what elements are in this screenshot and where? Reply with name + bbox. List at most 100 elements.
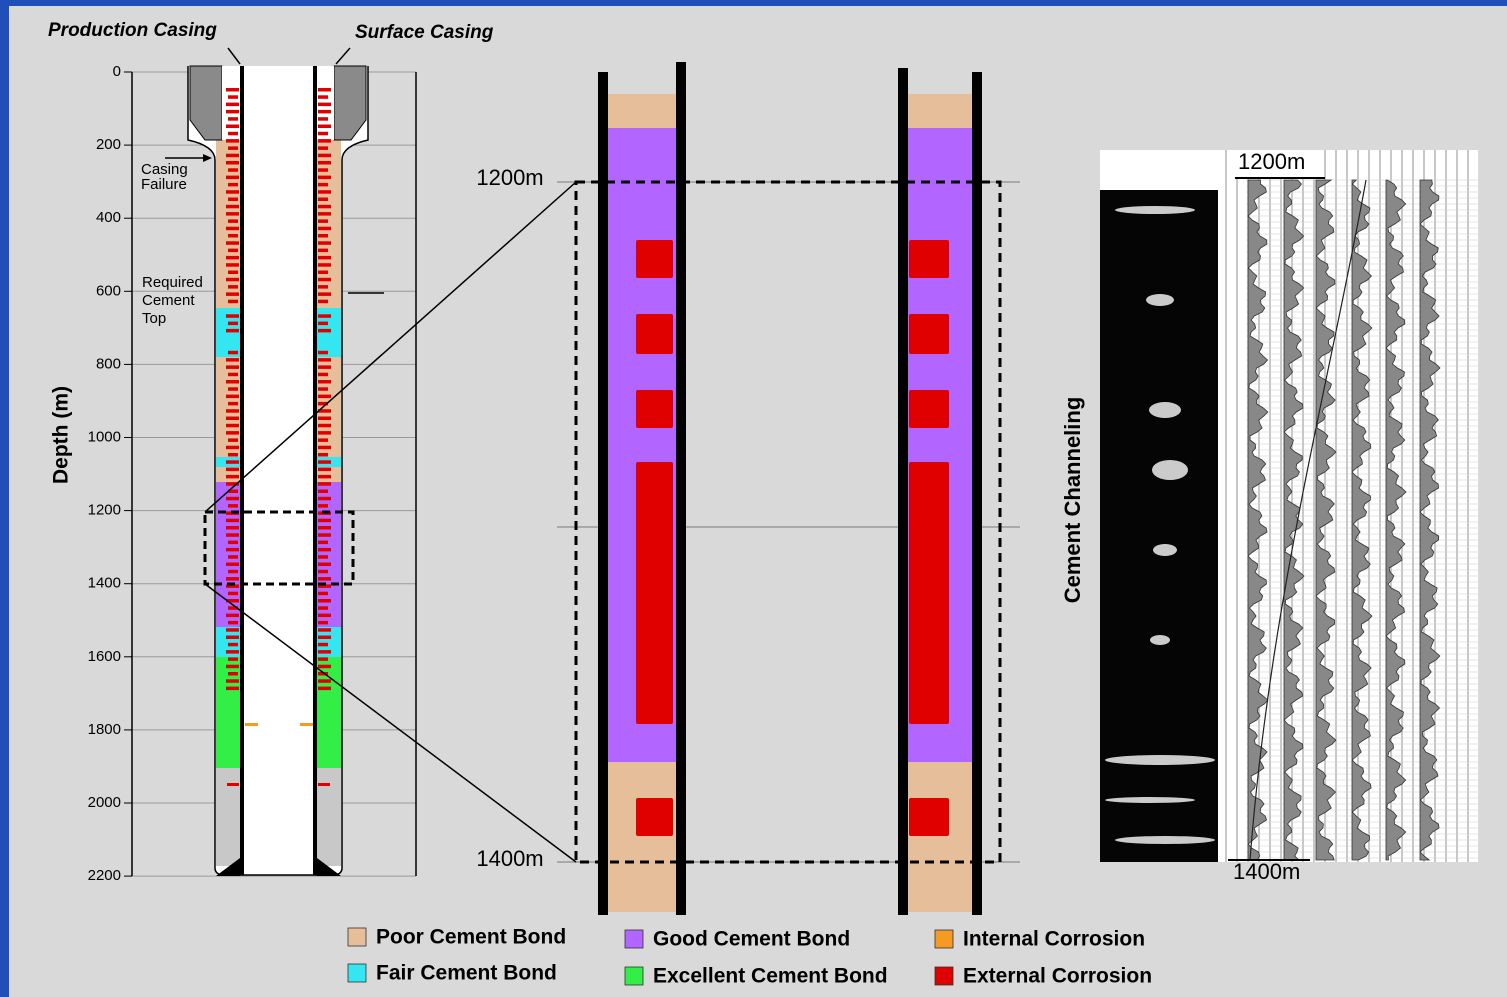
zoom-bottom-label: 1400m — [476, 846, 543, 871]
external-corrosion — [318, 227, 331, 231]
external-corrosion — [226, 468, 239, 472]
depth-tick-label: 600 — [96, 282, 121, 299]
external-corrosion — [228, 657, 238, 661]
external-corrosion — [226, 205, 239, 209]
depth-axis-label: Depth (m) — [50, 386, 73, 484]
legend-swatch — [348, 928, 366, 946]
cement-top-label: Top — [142, 310, 166, 327]
external-corrosion — [318, 117, 328, 121]
legend-label: Excellent Cement Bond — [653, 965, 888, 988]
cement-zone — [317, 140, 341, 308]
external-corrosion — [226, 614, 239, 618]
external-corrosion — [318, 555, 328, 559]
external-corrosion — [318, 438, 328, 442]
log-feature — [1105, 797, 1195, 803]
external-corrosion — [226, 446, 239, 450]
casing-failure-label: Failure — [141, 176, 187, 193]
external-corrosion — [318, 482, 331, 486]
external-corrosion — [318, 636, 331, 640]
external-corrosion — [226, 548, 239, 552]
external-corrosion — [318, 490, 328, 494]
external-corrosion — [228, 351, 238, 355]
cement-zone — [216, 357, 240, 457]
external-corrosion — [228, 373, 238, 377]
external-corrosion — [226, 292, 239, 296]
external-corrosion — [318, 614, 331, 618]
external-corrosion — [909, 390, 949, 428]
external-corrosion — [636, 314, 673, 354]
external-corrosion — [318, 300, 328, 304]
external-corrosion — [226, 241, 239, 245]
external-corrosion — [318, 504, 328, 508]
external-corrosion — [318, 563, 331, 567]
external-corrosion — [228, 322, 238, 326]
external-corrosion — [318, 168, 328, 172]
external-corrosion — [226, 161, 239, 165]
external-corrosion — [226, 460, 239, 464]
external-corrosion — [318, 351, 328, 355]
external-corrosion — [318, 533, 331, 537]
external-corrosion — [318, 468, 331, 472]
external-corrosion — [318, 183, 328, 187]
cement-zone — [216, 768, 240, 866]
external-corrosion — [228, 234, 238, 238]
log-top-label: 1200m — [1238, 149, 1305, 174]
depth-tick-label: 2200 — [88, 867, 121, 884]
external-corrosion — [318, 650, 331, 654]
external-corrosion — [226, 497, 239, 501]
external-corrosion — [318, 453, 328, 457]
legend-swatch — [625, 967, 643, 985]
log-feature — [1105, 755, 1215, 765]
cement-zone — [908, 762, 972, 912]
external-corrosion — [909, 462, 949, 724]
external-corrosion — [318, 570, 328, 574]
external-corrosion — [318, 314, 331, 318]
external-corrosion — [636, 798, 673, 836]
external-corrosion — [318, 519, 331, 523]
log-feature — [1115, 206, 1195, 214]
external-corrosion — [318, 88, 331, 92]
external-corrosion — [226, 577, 239, 581]
external-corrosion — [318, 146, 328, 150]
external-corrosion — [228, 168, 238, 172]
legend-label: Poor Cement Bond — [376, 926, 566, 949]
external-corrosion — [226, 526, 239, 530]
external-corrosion — [318, 95, 328, 99]
external-corrosion — [228, 621, 238, 625]
depth-tick-label: 1400 — [88, 575, 121, 592]
external-corrosion — [226, 380, 239, 384]
external-corrosion — [226, 256, 239, 260]
legend-label: External Corrosion — [963, 965, 1152, 988]
external-corrosion — [226, 110, 239, 114]
internal-corrosion — [300, 723, 313, 726]
external-corrosion — [318, 278, 331, 282]
external-corrosion — [226, 365, 239, 369]
depth-tick-label: 1800 — [88, 721, 121, 738]
external-corrosion — [226, 665, 239, 669]
external-corrosion — [228, 249, 238, 253]
external-corrosion — [909, 314, 949, 354]
external-corrosion — [318, 606, 328, 610]
external-corrosion — [318, 190, 331, 194]
legend-swatch — [935, 930, 953, 948]
external-corrosion — [318, 628, 331, 632]
cement-top-label: Required — [142, 274, 203, 291]
depth-tick-label: 800 — [96, 355, 121, 372]
casing-wall — [598, 72, 608, 915]
external-corrosion — [228, 387, 238, 391]
external-corrosion — [318, 205, 331, 209]
cement-zone — [317, 357, 341, 457]
external-corrosion — [318, 271, 328, 275]
cement-top-label: Cement — [142, 292, 195, 309]
external-corrosion — [226, 176, 239, 180]
external-corrosion — [228, 592, 238, 596]
internal-corrosion — [245, 723, 258, 726]
external-corrosion — [226, 103, 239, 107]
external-corrosion — [226, 417, 239, 421]
external-corrosion — [318, 292, 331, 296]
external-corrosion — [226, 139, 239, 143]
external-corrosion — [318, 431, 331, 435]
depth-tick-label: 1600 — [88, 648, 121, 665]
external-corrosion — [228, 555, 238, 559]
external-corrosion — [226, 395, 239, 399]
